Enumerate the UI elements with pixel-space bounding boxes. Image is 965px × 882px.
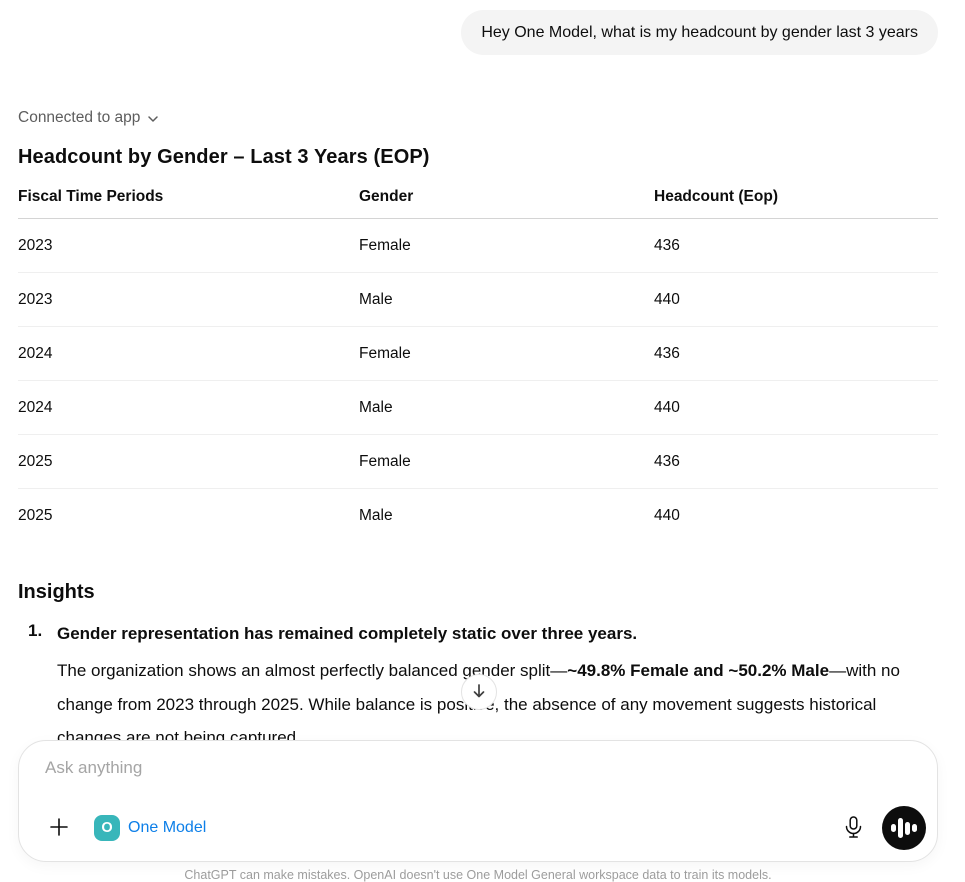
one-model-connector-chip[interactable]: O One Model [94, 815, 206, 841]
table-cell: 2025 [18, 507, 53, 524]
insight-body-segment: ~49.8% Female and ~50.2% Male [567, 661, 830, 680]
table-row: 2023 Female 436 [18, 218, 938, 273]
column-header-fiscal-time-periods: Fiscal Time Periods [18, 188, 359, 219]
insights-section: Insights 1. Gender representation has re… [18, 581, 938, 755]
column-header-gender: Gender [359, 188, 654, 219]
microphone-icon [843, 815, 864, 842]
user-message-text: Hey One Model, what is my headcount by g… [481, 24, 918, 41]
chat-input[interactable] [45, 758, 745, 778]
table-cell: Male [359, 380, 654, 435]
report-title: Headcount by Gender – Last 3 Years (EOP) [18, 146, 430, 168]
voice-waveform-icon [905, 821, 910, 835]
insight-title: Gender representation has remained compl… [57, 624, 638, 643]
table-cell: 2024 [18, 326, 359, 381]
column-header-headcount-eop: Headcount (Eop) [654, 188, 938, 219]
one-model-label: One Model [128, 819, 207, 836]
disclaimer-text: ChatGPT can make mistakes. OpenAI doesn'… [184, 868, 772, 882]
chevron-down-icon [147, 111, 159, 125]
table-row: 2025 Female 436 [18, 434, 938, 489]
voice-mode-button[interactable] [882, 806, 926, 850]
table-header-row: Fiscal Time Periods Gender Headcount (Eo… [18, 188, 938, 219]
insight-body-segment: The organization shows an almost perfect… [57, 661, 568, 680]
table-cell: Female [359, 218, 654, 273]
composer: O One Model [18, 740, 938, 862]
scroll-to-bottom-button[interactable] [461, 674, 497, 710]
table-body: 2023 Female 436 2023 Male 440 2024 Female 436 202… [18, 218, 938, 543]
insights-heading: Insights [18, 581, 95, 603]
attach-button[interactable] [45, 814, 73, 842]
plus-icon [48, 816, 70, 841]
arrow-down-icon [470, 682, 488, 703]
table-cell: 2023 [18, 272, 359, 327]
table-cell: 440 [654, 272, 938, 327]
dictate-button[interactable] [837, 812, 869, 844]
table-cell: Female [359, 326, 654, 381]
table-cell: Male [359, 507, 393, 524]
table-cell: 440 [654, 380, 938, 435]
headcount-table: Fiscal Time Periods Gender Headcount (Eo… [18, 188, 938, 542]
composer-toolbar: O One Model [45, 806, 926, 850]
table-cell: 440 [654, 507, 680, 524]
connected-to-app-label: Connected to app [18, 109, 141, 126]
table-cell: 436 [654, 326, 938, 381]
table-cell: 436 [654, 218, 938, 273]
table-row: 2024 Female 436 [18, 326, 938, 381]
table-row: 2025 Male 440 [18, 489, 938, 543]
voice-waveform-icon [891, 824, 896, 832]
table-cell: 2024 [18, 380, 359, 435]
table-cell: Male [359, 272, 654, 327]
user-message-bubble: Hey One Model, what is my headcount by g… [461, 10, 938, 55]
voice-waveform-icon [898, 818, 903, 838]
table-cell: 2023 [18, 218, 359, 273]
table-row: 2024 Male 440 [18, 380, 938, 435]
table-cell: Female [359, 434, 654, 489]
voice-waveform-icon [912, 824, 917, 832]
table-cell: 436 [654, 434, 938, 489]
table-row: 2023 Male 440 [18, 272, 938, 327]
one-model-logo: O [94, 815, 120, 841]
insight-number: 1. [28, 621, 43, 640]
connected-to-app-dropdown[interactable]: Connected to app [18, 109, 159, 127]
table-cell: 2025 [18, 434, 359, 489]
